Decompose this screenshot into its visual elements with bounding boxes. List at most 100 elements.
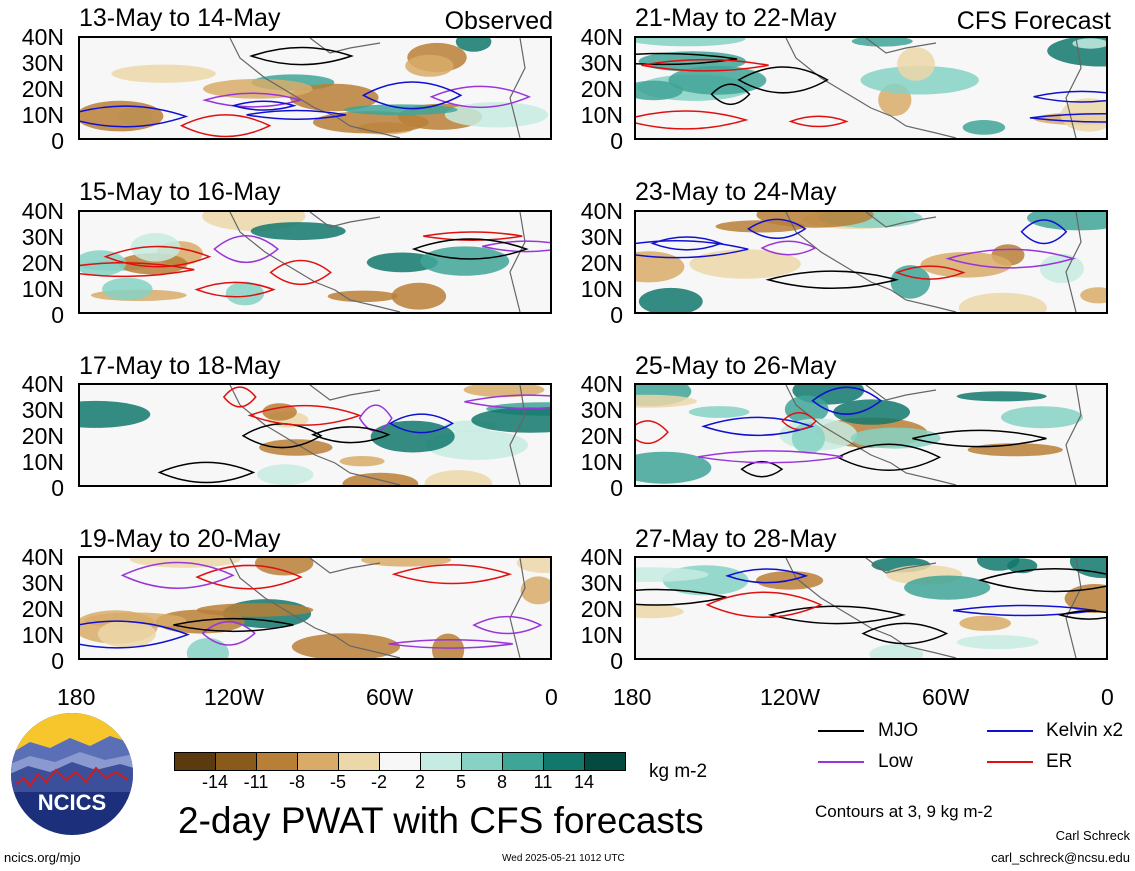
footer-email[interactable]: carl_schreck@ncsu.edu [991,850,1130,865]
lat-label: 40N [21,198,64,224]
colorbar-label: 8 [496,772,507,792]
map-panel [78,383,552,487]
panel-title: 25-May to 26-May [635,352,837,380]
lat-label: 40N [580,24,623,50]
pwat-anomaly-patch [250,222,346,241]
colorbar-swatch [543,752,585,771]
lat-label: 0 [610,302,623,328]
colorbar-units: kg m-2 [649,761,708,782]
lat-label: 30N [580,570,623,596]
wave-contour [636,420,669,445]
lat-label: 20N [21,250,64,276]
map-graphics [636,558,1106,658]
map-graphics [80,385,550,485]
wave-contour [861,622,949,645]
wave-contour [740,460,784,478]
pwat-anomaly-patch [1001,406,1083,429]
pwat-anomaly-patch [636,80,683,101]
wave-contour [310,426,391,444]
wave-contour [650,236,724,251]
pwat-anomaly-patch [339,456,385,467]
pwat-anomaly-patch [444,102,549,128]
lat-label: 20N [580,423,623,449]
main-title: 2-day PWAT with CFS forecasts [178,800,704,841]
lat-label: 30N [21,570,64,596]
wave-contour [781,411,818,431]
colorbar-label: -11 [243,772,269,792]
pwat-anomaly-patch [1069,558,1106,579]
pwat-anomaly-patch [520,576,550,605]
pwat-anomaly-patch [784,395,829,424]
pwat-anomaly-patch [516,558,550,573]
pwat-anomaly-patch [920,252,1012,278]
wave-contour [641,58,769,72]
pwat-anomaly-patch [259,439,333,456]
coastline [785,385,1082,485]
wave-contour [482,240,550,253]
lat-label: 10N [580,276,623,302]
map-panel [78,36,552,140]
pwat-anomaly-patch [636,451,712,484]
wave-contour [977,568,1106,593]
pwat-anomaly-patch [424,470,492,485]
lon-label: 0 [1101,684,1114,710]
wave-contour [179,114,272,138]
map-panel [634,210,1108,314]
map-panel [634,383,1108,487]
colorbar-swatch [215,752,257,771]
pwat-anomaly-patch [851,38,913,47]
pwat-anomaly-patch [1080,287,1106,304]
wave-contour [811,386,883,415]
coastline [229,38,526,138]
panel-title: 17-May to 18-May [79,352,281,380]
lat-label: 30N [21,50,64,76]
contour-note: Contours at 3, 9 kg m-2 [815,802,993,821]
wave-contour [464,394,550,410]
panel-title: 27-May to 28-May [635,525,837,553]
lat-label: 20N [580,250,623,276]
wave-contour [195,564,303,590]
pwat-anomaly-patch [959,615,1011,631]
pwat-anomaly-patch [471,407,550,433]
pwat-anomaly-patch [636,567,709,582]
lat-label: 0 [610,475,623,501]
lat-label: 30N [21,224,64,250]
lat-label: 10N [580,622,623,648]
wave-contour [760,240,817,256]
lat-label: 20N [21,423,64,449]
pwat-anomaly-patch [111,64,216,83]
lat-label: 20N [21,596,64,622]
lon-label: 120W [204,684,265,710]
pwat-anomaly-patch [80,400,151,428]
pwat-anomaly-patch [203,78,313,99]
colorbar-swatch [297,752,339,771]
lat-label: 10N [580,102,623,128]
lat-label: 40N [21,24,64,50]
wave-contour [80,620,190,649]
wave-contour [249,46,354,66]
footer-url[interactable]: ncics.org/mjo [4,850,81,865]
wave-contour [222,386,257,408]
wave-contour [912,429,1047,448]
lat-label: 20N [580,596,623,622]
pwat-anomaly-patch [361,558,452,567]
pwat-anomaly-patch [432,633,465,658]
lon-label: 120W [760,684,821,710]
wave-contour [173,617,294,633]
coastline [229,558,526,658]
map-panel [634,556,1108,660]
lat-label: 40N [21,544,64,570]
panel-title: 19-May to 20-May [79,525,281,553]
lat-label: 30N [580,397,623,423]
lat-label: 0 [51,648,64,674]
pwat-anomaly-patch [262,403,297,421]
pwat-anomaly-patch [688,406,750,418]
pwat-anomaly-patch [130,233,181,262]
lon-label: 60W [922,684,970,710]
pwat-anomaly-patch [342,472,419,485]
lat-label: 40N [580,544,623,570]
wave-contour [472,615,543,635]
wave-contour [388,639,513,649]
colorbar-label: 11 [533,772,553,792]
wave-contour [201,621,256,646]
